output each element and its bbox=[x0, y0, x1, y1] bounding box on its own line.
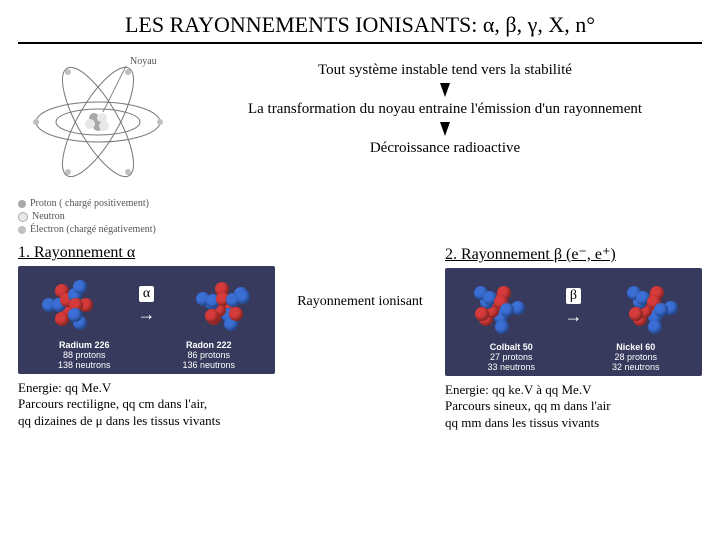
beta-parent-nucleus bbox=[469, 279, 525, 335]
alpha-daughter-name: Radon 222 bbox=[186, 340, 232, 350]
beta-energy-2: Parcours sineux, qq m dans l'air bbox=[445, 398, 702, 414]
alpha-parent-protons: 88 protons bbox=[63, 350, 106, 360]
atom-svg: Noyau bbox=[18, 52, 178, 192]
page-title: LES RAYONNEMENTS IONISANTS: α, β, γ, X, … bbox=[18, 12, 702, 38]
beta-column: 2. Rayonnement β (e⁻, e⁺) β → Colbalt 50… bbox=[445, 244, 702, 431]
beta-symbol: β bbox=[566, 288, 581, 304]
arrow-down-icon bbox=[440, 83, 450, 97]
legend-electron: Électron (chargé négativement) bbox=[30, 223, 156, 236]
alpha-emit: α → bbox=[137, 286, 155, 325]
beta-energy-3: qq mm dans les tissus vivants bbox=[445, 415, 702, 431]
alpha-parent-nucleus bbox=[42, 277, 98, 333]
beta-heading: 2. Rayonnement β (e⁻, e⁺) bbox=[445, 244, 702, 264]
legend-neutron: Neutron bbox=[32, 210, 65, 223]
bottom-row: 1. Rayonnement α α → Radium 226 88 proto… bbox=[18, 244, 702, 431]
beta-parent-protons: 27 protons bbox=[490, 352, 533, 362]
top-row: Noyau Proton ( chargé posit bbox=[18, 52, 702, 236]
title-underline bbox=[18, 42, 702, 44]
beta-parent-neutrons: 33 neutrons bbox=[487, 362, 535, 372]
arrow-right-icon: → bbox=[564, 306, 582, 327]
atom-legend: Proton ( chargé positivement) Neutron Él… bbox=[18, 197, 178, 236]
alpha-daughter-protons: 86 protons bbox=[187, 350, 230, 360]
beta-energy: Energie: qq ke.V à qq Me.V Parcours sine… bbox=[445, 382, 702, 431]
beta-decay-box: β → Colbalt 50 27 protons 33 neutrons Ni… bbox=[445, 268, 702, 376]
alpha-energy-1: Energie: qq Me.V bbox=[18, 380, 275, 396]
alpha-symbol: α bbox=[139, 286, 154, 302]
alpha-heading: 1. Rayonnement α bbox=[18, 244, 275, 262]
alpha-decay-box: α → Radium 226 88 protons 138 neutrons R… bbox=[18, 266, 275, 374]
flow-line-1: Tout système instable tend vers la stabi… bbox=[188, 62, 702, 79]
alpha-energy: Energie: qq Me.V Parcours rectiligne, qq… bbox=[18, 380, 275, 429]
noyau-label: Noyau bbox=[130, 56, 157, 67]
arrow-right-icon: → bbox=[137, 304, 155, 325]
flow-line-3: Décroissance radioactive bbox=[188, 140, 702, 157]
alpha-parent-neutrons: 138 neutrons bbox=[58, 360, 111, 370]
beta-parent-name: Colbalt 50 bbox=[490, 342, 533, 352]
beta-daughter-protons: 28 protons bbox=[614, 352, 657, 362]
alpha-energy-2: Parcours rectiligne, qq cm dans l'air, bbox=[18, 396, 275, 412]
alpha-column: 1. Rayonnement α α → Radium 226 88 proto… bbox=[18, 244, 275, 431]
flow-block: Tout système instable tend vers la stabi… bbox=[188, 52, 702, 161]
flow-line-2: La transformation du noyau entraine l'ém… bbox=[188, 101, 702, 118]
legend-proton: Proton ( chargé positivement) bbox=[30, 197, 149, 210]
beta-daughter-neutrons: 32 neutrons bbox=[612, 362, 660, 372]
arrow-down-icon bbox=[440, 122, 450, 136]
alpha-energy-3: qq dizaines de μ dans les tissus vivants bbox=[18, 413, 275, 429]
alpha-daughter-neutrons: 136 neutrons bbox=[182, 360, 235, 370]
beta-daughter-name: Nickel 60 bbox=[616, 342, 655, 352]
beta-daughter-nucleus bbox=[622, 279, 678, 335]
atom-diagram: Noyau Proton ( chargé posit bbox=[18, 52, 178, 236]
beta-emit: β → bbox=[564, 288, 582, 327]
alpha-daughter-nucleus bbox=[195, 277, 251, 333]
middle-label: Rayonnement ionisant bbox=[285, 244, 435, 431]
alpha-parent-name: Radium 226 bbox=[59, 340, 110, 350]
beta-energy-1: Energie: qq ke.V à qq Me.V bbox=[445, 382, 702, 398]
